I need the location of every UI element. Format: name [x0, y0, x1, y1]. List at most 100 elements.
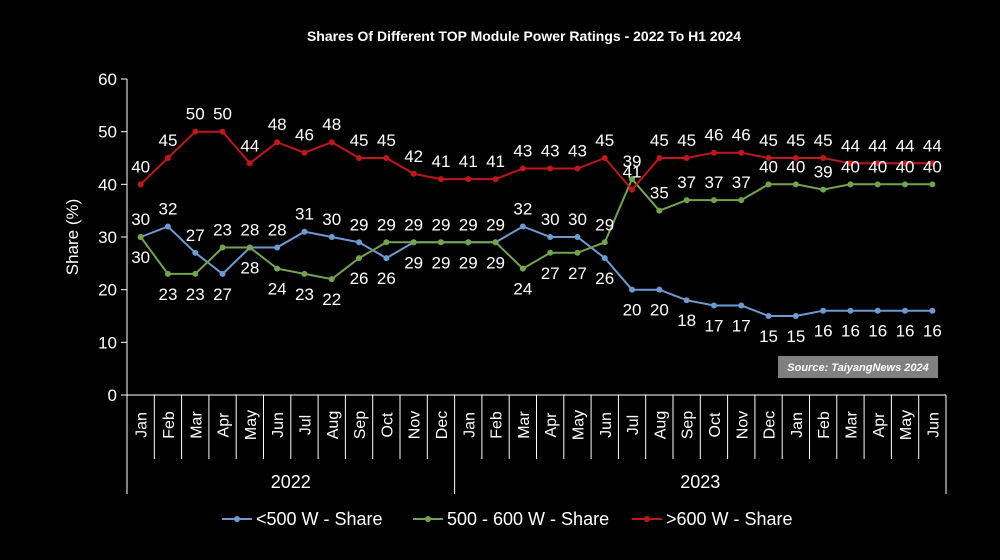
data-label: 26	[377, 269, 396, 288]
x-tick-label: Jun	[925, 412, 942, 438]
data-label: 37	[732, 173, 751, 192]
data-point	[301, 228, 308, 235]
data-point	[656, 207, 663, 214]
source-text: Source: TaiyangNews 2024	[787, 362, 928, 374]
data-point	[547, 249, 554, 256]
data-point	[929, 307, 936, 314]
data-point	[356, 255, 363, 262]
x-tick-label: Dec	[762, 411, 779, 439]
data-label: 30	[541, 210, 560, 229]
data-label: 23	[295, 285, 314, 304]
data-label: 20	[623, 301, 642, 320]
data-label: 41	[623, 163, 642, 182]
x-tick-label: Jul	[297, 415, 314, 435]
series-points	[137, 128, 936, 319]
x-tick-label: Nov	[734, 411, 751, 439]
data-label: 37	[677, 173, 696, 192]
data-label: 22	[322, 290, 341, 309]
x-tick-label: Mar	[188, 411, 205, 439]
x-tick-label: Mar	[516, 411, 533, 439]
data-label: 48	[268, 115, 287, 134]
legend-marker	[425, 516, 431, 522]
data-label: 40	[786, 157, 805, 176]
data-label: 18	[677, 311, 696, 330]
data-point	[383, 255, 390, 262]
data-point	[301, 149, 308, 156]
data-label: 26	[595, 269, 614, 288]
data-label: 16	[896, 322, 915, 341]
data-point	[738, 197, 745, 204]
data-label: 28	[268, 221, 287, 240]
x-tick-label: Sep	[352, 411, 369, 440]
chart-title: Shares Of Different TOP Module Power Rat…	[307, 28, 741, 44]
data-label: 23	[158, 285, 177, 304]
data-point	[492, 239, 499, 246]
data-label: 35	[650, 184, 669, 203]
data-point	[492, 176, 499, 183]
data-label: 29	[595, 215, 614, 234]
data-point	[574, 165, 581, 172]
data-point	[465, 176, 472, 183]
data-point	[738, 302, 745, 309]
data-label: 15	[759, 327, 778, 346]
data-point	[383, 239, 390, 246]
data-label: 23	[213, 221, 232, 240]
x-tick-label: Nov	[407, 411, 424, 439]
data-label: 45	[595, 131, 614, 150]
data-point	[410, 170, 417, 177]
data-point	[164, 223, 171, 230]
data-point	[274, 244, 281, 251]
data-point	[137, 181, 144, 188]
x-tick-label: May	[570, 410, 587, 440]
data-point	[437, 239, 444, 246]
data-label: 28	[240, 259, 259, 278]
data-label: 39	[814, 163, 833, 182]
y-tick-label: 40	[98, 175, 117, 194]
x-tick-label: Aug	[652, 411, 669, 439]
data-label: 24	[513, 280, 532, 299]
data-point	[820, 307, 827, 314]
data-label: 40	[896, 157, 915, 176]
data-label: 40	[868, 157, 887, 176]
series-lines	[139, 130, 933, 317]
data-point	[574, 234, 581, 240]
data-point	[902, 307, 909, 314]
data-label: 16	[923, 322, 942, 341]
data-label: 29	[350, 215, 369, 234]
data-label: 43	[513, 142, 532, 161]
x-tick-label: Jan	[461, 412, 478, 438]
data-label: 29	[431, 215, 450, 234]
data-point	[683, 297, 690, 304]
data-point	[792, 313, 799, 319]
data-point	[902, 160, 909, 167]
legend: <500 W - Share 500 - 600 W - Share >600 W …	[222, 509, 793, 529]
data-point	[246, 244, 253, 251]
data-point	[274, 139, 281, 146]
y-tick-label: 20	[98, 281, 117, 300]
data-label: 45	[158, 131, 177, 150]
data-point	[902, 181, 909, 188]
data-point	[847, 160, 854, 167]
data-label: 17	[732, 316, 751, 335]
data-point	[765, 155, 772, 161]
data-label: 41	[431, 152, 450, 171]
series-line	[139, 177, 933, 281]
x-tick-label: Dec	[434, 411, 451, 439]
axes: 0 10 20 30 40 50 60 Jan Feb Mar Apr May Jun Jul Aug Sep…	[98, 70, 947, 494]
series-line	[140, 130, 933, 192]
data-label: 27	[213, 285, 232, 304]
data-label: 41	[486, 152, 505, 171]
data-point	[328, 234, 335, 240]
data-label: 30	[131, 248, 150, 267]
data-label: 43	[568, 142, 587, 161]
data-label: 24	[268, 280, 287, 299]
y-tick-label: 50	[98, 123, 117, 142]
data-label: 46	[732, 126, 751, 145]
data-point	[710, 197, 717, 204]
x-tick-label: Mar	[843, 411, 860, 439]
data-label: 50	[186, 105, 205, 124]
data-point	[164, 270, 171, 277]
data-point	[519, 165, 526, 172]
data-label: 29	[404, 215, 423, 234]
data-point	[765, 181, 772, 188]
